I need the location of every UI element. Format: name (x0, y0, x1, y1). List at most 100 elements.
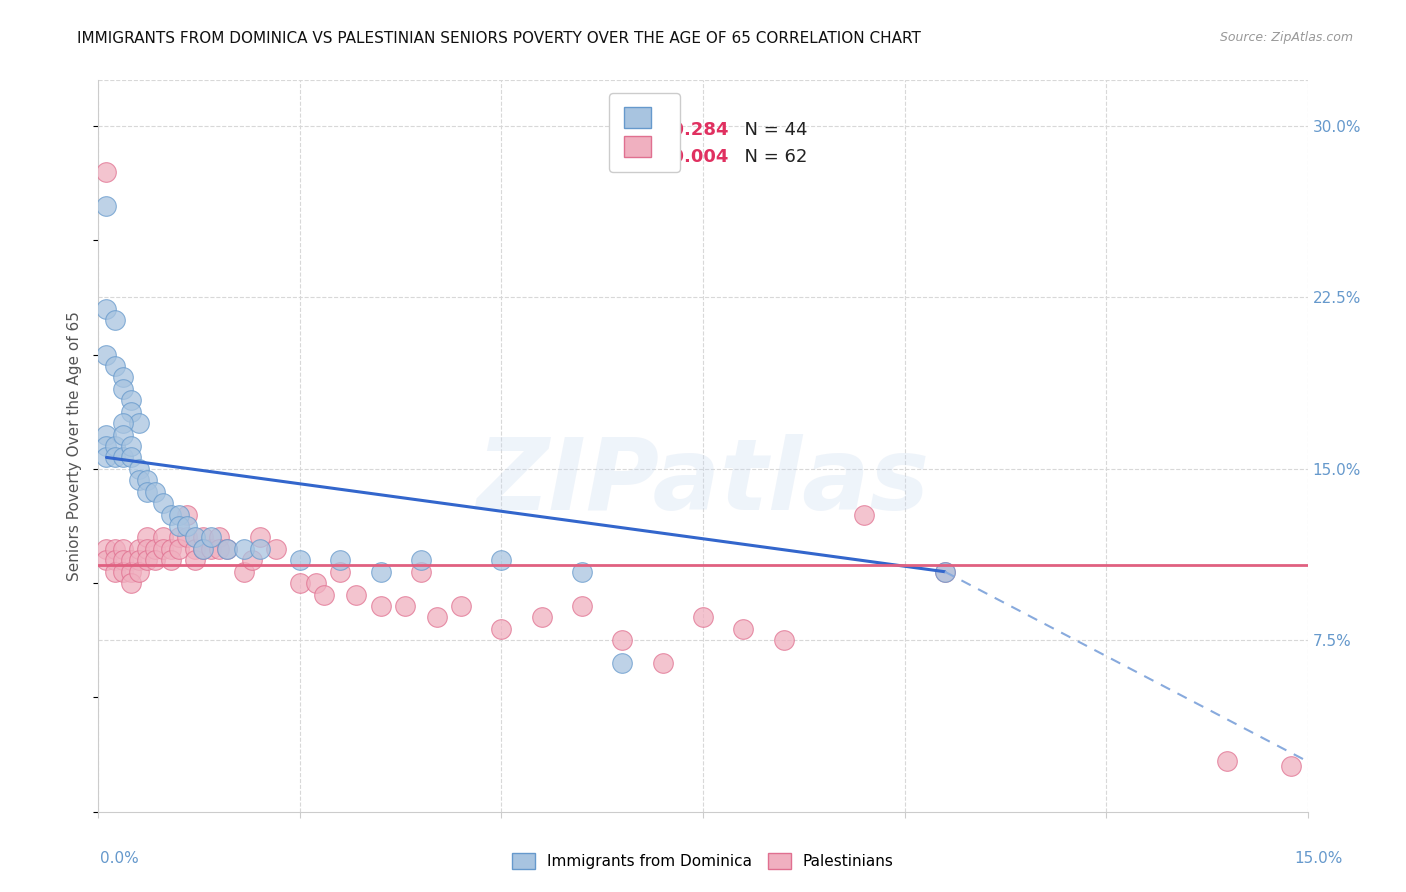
Point (143, 553, 166, 567)
Text: N = 44: N = 44 (734, 120, 807, 138)
Text: 15.0%: 15.0% (1295, 851, 1343, 865)
Point (128, 416, 150, 430)
Point (370, 565, 392, 579)
Point (135, 541, 157, 556)
Point (120, 393, 142, 408)
Point (152, 530, 174, 544)
Point (160, 508, 183, 522)
Point (571, 565, 593, 579)
Point (128, 541, 150, 556)
Point (193, 530, 215, 544)
Point (853, 508, 876, 522)
Point (612, 633, 634, 648)
Point (143, 484, 166, 499)
Point (103, 565, 125, 579)
Point (200, 541, 222, 556)
Point (103, 553, 125, 567)
Point (120, 553, 142, 567)
Point (128, 473, 150, 487)
Point (111, 541, 134, 556)
Point (612, 656, 634, 670)
Point (128, 565, 150, 579)
Point (329, 565, 352, 579)
Point (111, 382, 134, 396)
Point (160, 553, 183, 567)
Point (111, 416, 134, 430)
Point (651, 656, 673, 670)
Point (176, 508, 198, 522)
Point (128, 462, 150, 476)
Text: R =: R = (613, 120, 651, 138)
Point (193, 541, 215, 556)
Point (103, 450, 125, 465)
Point (96, 199, 118, 213)
Text: Source: ZipAtlas.com: Source: ZipAtlas.com (1219, 31, 1353, 45)
Point (103, 541, 125, 556)
Point (370, 599, 392, 613)
Point (167, 519, 190, 533)
Point (120, 565, 142, 579)
Point (193, 541, 215, 556)
Point (288, 576, 311, 591)
Point (491, 622, 513, 636)
Point (329, 553, 352, 567)
Point (96, 553, 118, 567)
Point (111, 427, 134, 442)
Point (111, 553, 134, 567)
Text: 0.0%: 0.0% (100, 851, 139, 865)
Point (217, 541, 239, 556)
Point (96, 164, 118, 178)
Point (450, 599, 472, 613)
Point (571, 599, 593, 613)
Point (103, 439, 125, 453)
Point (111, 450, 134, 465)
Point (160, 541, 183, 556)
Point (772, 633, 794, 648)
Point (135, 473, 157, 487)
Point (305, 576, 328, 591)
Point (152, 496, 174, 510)
Point (176, 530, 198, 544)
Point (264, 541, 287, 556)
Legend: , : , (609, 93, 679, 171)
Text: IMMIGRANTS FROM DOMINICA VS PALESTINIAN SENIORS POVERTY OVER THE AGE OF 65 CORRE: IMMIGRANTS FROM DOMINICA VS PALESTINIAN … (77, 31, 921, 46)
Point (111, 565, 134, 579)
Point (167, 541, 190, 556)
Point (288, 553, 311, 567)
Point (232, 541, 254, 556)
Point (200, 530, 222, 544)
Text: ZIPatlas: ZIPatlas (477, 434, 929, 531)
Point (120, 439, 142, 453)
Point (232, 565, 254, 579)
Point (409, 565, 432, 579)
Text: N = 62: N = 62 (734, 147, 807, 166)
Point (1281, 759, 1303, 773)
Point (249, 530, 271, 544)
Legend: Immigrants from Dominica, Palestinians: Immigrants from Dominica, Palestinians (506, 847, 900, 875)
Point (120, 405, 142, 419)
Point (103, 359, 125, 373)
Point (934, 565, 956, 579)
Point (120, 450, 142, 465)
Text: -0.284: -0.284 (664, 120, 728, 138)
Point (1216, 755, 1239, 769)
Point (96, 541, 118, 556)
Point (184, 553, 207, 567)
Point (96, 301, 118, 316)
Point (240, 553, 263, 567)
Point (143, 541, 166, 556)
Point (176, 519, 198, 533)
Point (167, 508, 190, 522)
Point (135, 553, 157, 567)
Point (103, 313, 125, 327)
Point (394, 599, 416, 613)
Text: R =: R = (613, 147, 651, 166)
Point (530, 610, 553, 624)
Point (208, 530, 231, 544)
Point (217, 541, 239, 556)
Point (96, 427, 118, 442)
Point (733, 622, 755, 636)
Point (184, 530, 207, 544)
Point (314, 588, 336, 602)
Point (344, 588, 367, 602)
